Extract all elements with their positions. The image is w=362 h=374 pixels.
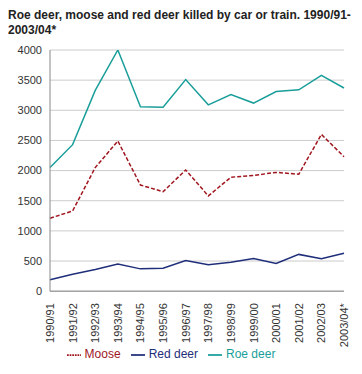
svg-text:2003/04*: 2003/04*	[338, 302, 350, 347]
svg-text:1991/92: 1991/92	[67, 303, 79, 343]
svg-text:4000: 4000	[18, 44, 42, 56]
html-text:Red deer: Red deer	[148, 347, 198, 362]
svg-text:2500: 2500	[18, 134, 42, 146]
svg-text:500: 500	[24, 255, 42, 267]
svg-text:1000: 1000	[18, 225, 42, 237]
svg-text:3000: 3000	[18, 104, 42, 116]
svg-text:1995/96: 1995/96	[157, 303, 169, 343]
svg-text:0: 0	[36, 285, 42, 297]
svg-text:1996/97: 1996/97	[180, 303, 192, 343]
svg-text:1999/00: 1999/00	[248, 303, 260, 343]
svg-text:1997/98: 1997/98	[202, 303, 214, 343]
svg-text:3500: 3500	[18, 74, 42, 86]
svg-text:2000: 2000	[18, 164, 42, 176]
svg-text:1998/99: 1998/99	[225, 303, 237, 343]
svg-text:2001/02: 2001/02	[293, 303, 305, 343]
html-text:Roe deer, moose and red deer k: Roe deer, moose and red deer killed by c…	[8, 8, 351, 37]
svg-text:2002/03: 2002/03	[315, 303, 327, 343]
svg-text:1994/95: 1994/95	[134, 303, 146, 343]
svg-text:1993/94: 1993/94	[112, 303, 124, 343]
html-text:Roe deer: Roe deer	[226, 347, 276, 362]
svg-text:1992/93: 1992/93	[89, 303, 101, 343]
html-text:Moose: Moose	[84, 347, 121, 362]
svg-text:2000/01: 2000/01	[270, 303, 282, 343]
svg-text:1500: 1500	[18, 195, 42, 207]
svg-text:1990/91: 1990/91	[44, 303, 56, 343]
